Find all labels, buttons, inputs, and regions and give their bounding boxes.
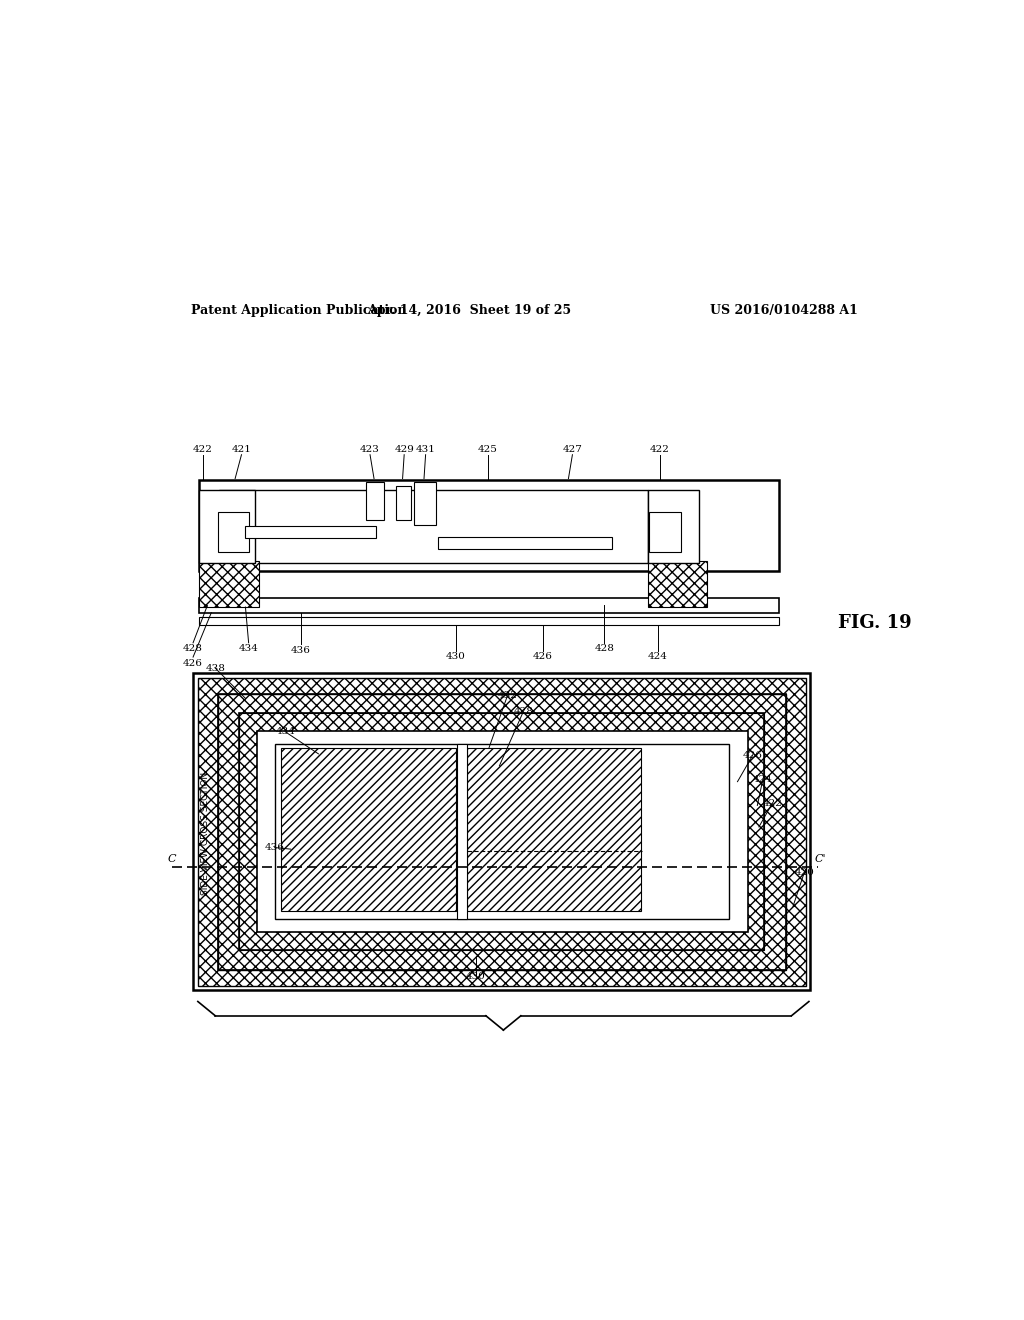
Bar — [414, 482, 436, 525]
Text: 426: 426 — [534, 652, 553, 661]
Text: 422: 422 — [193, 445, 213, 454]
Text: 430: 430 — [445, 652, 466, 661]
Text: 424: 424 — [753, 775, 773, 784]
Bar — [467, 748, 641, 911]
Text: 436: 436 — [265, 843, 285, 851]
Bar — [257, 731, 748, 932]
Text: 422: 422 — [650, 445, 670, 454]
Bar — [458, 744, 467, 919]
Text: 432: 432 — [498, 692, 517, 701]
Text: 421: 421 — [231, 445, 252, 454]
Text: 425: 425 — [477, 445, 498, 454]
Text: 428: 428 — [513, 708, 534, 717]
Bar — [198, 677, 806, 986]
Text: 428: 428 — [594, 644, 614, 653]
Text: SIDE VIEW CROSS SECTION: SIDE VIEW CROSS SECTION — [202, 772, 210, 895]
Bar — [437, 537, 612, 549]
Text: 427: 427 — [562, 445, 583, 454]
Text: 423: 423 — [360, 445, 380, 454]
Text: 436: 436 — [291, 645, 311, 655]
Text: 420: 420 — [795, 869, 814, 878]
Bar — [200, 616, 778, 624]
Bar — [648, 561, 708, 607]
Bar — [240, 713, 765, 950]
Text: C: C — [167, 854, 176, 865]
Bar — [200, 491, 255, 564]
Text: 429: 429 — [394, 445, 414, 454]
Bar — [246, 527, 377, 539]
Bar — [240, 713, 765, 950]
Text: 434: 434 — [275, 727, 295, 737]
Text: 431: 431 — [416, 445, 435, 454]
Text: Patent Application Publication: Patent Application Publication — [191, 304, 407, 317]
Bar — [274, 744, 729, 919]
Text: US 2016/0104288 A1: US 2016/0104288 A1 — [711, 304, 858, 317]
Bar — [194, 673, 811, 990]
Bar — [200, 480, 778, 572]
Bar — [219, 491, 648, 564]
Text: 426: 426 — [183, 659, 203, 668]
Text: FIG. 19: FIG. 19 — [839, 614, 912, 632]
Text: 434: 434 — [239, 644, 259, 653]
Text: Apr. 14, 2016  Sheet 19 of 25: Apr. 14, 2016 Sheet 19 of 25 — [368, 304, 571, 317]
Text: 428: 428 — [183, 644, 203, 653]
Bar — [396, 487, 411, 520]
Bar — [649, 512, 681, 552]
Bar — [648, 491, 699, 564]
Text: 430: 430 — [466, 972, 485, 981]
Text: C': C' — [814, 854, 826, 865]
Bar — [218, 693, 785, 970]
Bar — [282, 748, 456, 911]
Text: 424: 424 — [648, 652, 668, 661]
Bar — [367, 482, 384, 520]
Bar — [200, 598, 778, 612]
Text: 438: 438 — [206, 664, 225, 673]
Bar — [200, 561, 259, 607]
Bar — [218, 512, 250, 552]
Text: 422: 422 — [763, 799, 782, 808]
Bar — [218, 693, 785, 970]
Text: 426: 426 — [742, 751, 763, 760]
